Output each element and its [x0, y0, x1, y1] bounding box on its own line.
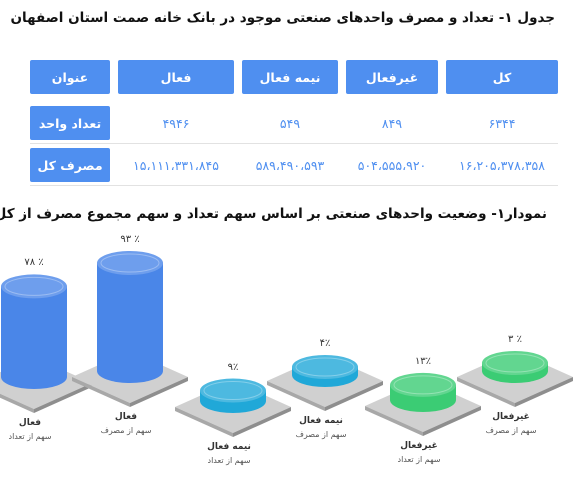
category-label: نیمه فعال سهم از تعداد — [207, 441, 251, 467]
table-header-cell: غیرفعال — [346, 60, 438, 94]
cylinder-chart — [0, 251, 573, 437]
category-status: نیمه فعال — [299, 416, 343, 426]
category-metric: سهم از تعداد — [8, 432, 52, 441]
table-cell: ۵۰۴،۵۵۵،۹۲۰ — [357, 157, 427, 173]
table-cell: ۱۵،۱۱۱،۳۳۱،۸۴۵ — [133, 157, 219, 173]
bar-top — [200, 378, 266, 403]
data-label: ۴٪ — [319, 338, 331, 349]
category-metric: سهم از مصرف — [295, 430, 347, 439]
table-cell: ۱۶،۲۰۵،۳۷۸،۳۵۸ — [459, 157, 545, 173]
category-status: فعال — [114, 412, 138, 422]
category-metric: سهم از تعداد — [397, 455, 441, 464]
data-label: ۷۸ ٪ — [24, 257, 44, 269]
table-header-cell: فعال — [118, 60, 234, 94]
category-metric: سهم از مصرف — [100, 426, 152, 435]
category-status: فعال — [18, 418, 42, 428]
data-label: ۱۳٪ — [414, 355, 432, 367]
bar — [1, 286, 67, 389]
table-title: جدول ۱- تعداد و مصرف واحدهای صنعتی موجود… — [10, 10, 555, 26]
bar-top — [97, 251, 163, 275]
table-cell: ۴۹۴۶ — [162, 115, 190, 131]
data-label: ۳ ٪ — [508, 334, 522, 345]
table-header-cell: نیمه فعال — [242, 60, 338, 94]
table-cell: ۸۴۹ — [381, 115, 403, 131]
bar-top — [1, 274, 67, 299]
table-header-cell: کل — [446, 60, 558, 94]
category-label: غیرفعال سهم از مصرف — [486, 411, 537, 437]
bar-top — [390, 372, 456, 397]
category-metric: سهم از مصرف — [485, 426, 537, 435]
chart-title: نمودار۱- وضعیت واحدهای صنعتی بر اساس سهم… — [0, 206, 547, 222]
table-row-label: مصرف کل — [30, 148, 110, 182]
table-header-cell: عنوان — [30, 60, 110, 94]
table-cell: ۶۳۴۴ — [488, 115, 516, 131]
table-row-label: تعداد واحد — [30, 106, 110, 140]
table-cell: ۵۸۹،۴۹۰،۵۹۳ — [255, 157, 325, 173]
bar-top — [292, 355, 358, 379]
data-label: ۹۳ ٪ — [120, 234, 140, 245]
data-label: ۹٪ — [227, 361, 239, 373]
category-status: نیمه فعال — [207, 442, 251, 452]
bar-top — [482, 351, 548, 375]
category-label: فعال سهم از مصرف — [101, 411, 152, 437]
category-metric: سهم از تعداد — [207, 456, 251, 465]
table-cell: ۵۴۹ — [279, 115, 301, 131]
category-status: غیرفعال — [400, 441, 438, 451]
category-label: غیرفعال سهم از تعداد — [398, 440, 441, 466]
category-label: فعال سهم از تعداد — [9, 417, 52, 443]
bar — [97, 263, 163, 383]
category-label: نیمه فعال سهم از مصرف — [296, 415, 347, 441]
category-status: غیرفعال — [492, 412, 530, 422]
